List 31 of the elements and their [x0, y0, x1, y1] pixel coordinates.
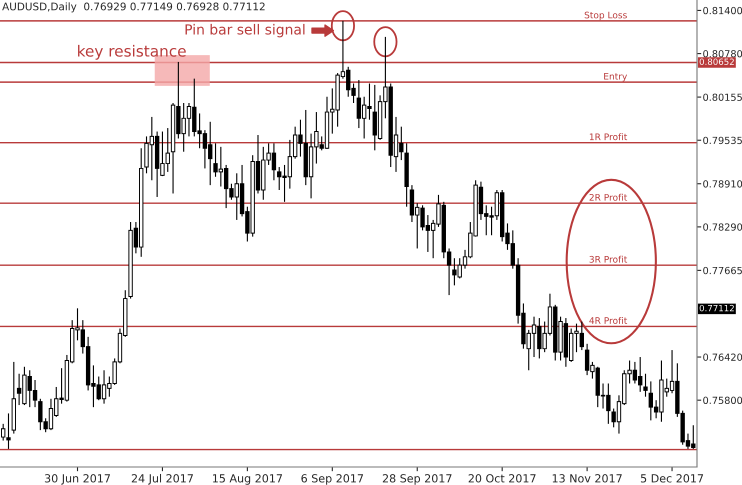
- y-tick-label: 0.78910: [703, 180, 742, 188]
- chart-title: AUDUSD,Daily 0.76929 0.77149 0.76928 0.77112: [2, 2, 265, 12]
- y-tick-label: 0.80780: [703, 50, 742, 58]
- y-tick-label: 0.76420: [703, 354, 742, 361]
- text: 0.77112: [700, 304, 734, 312]
- text: 0.80652: [700, 58, 734, 65]
- ref-line-label: 2R Profit: [590, 194, 628, 201]
- x-tick-label: 28 Sep 2017: [382, 474, 452, 485]
- y-tick-label: 0.78290: [703, 223, 742, 231]
- ref-line-label: 3R Profit: [590, 256, 628, 263]
- ref-line-label: key resistance: [78, 44, 186, 60]
- ref-line-label: Entry: [604, 72, 628, 82]
- x-tick-label: 15 Aug 2017: [213, 474, 282, 485]
- candlestick: [643, 373, 648, 398]
- annotation: Pin bar sell signal: [186, 24, 304, 38]
- x-tick-label: 6 Sep 2017: [301, 474, 364, 485]
- ref-line-label: 1R Profit: [590, 133, 628, 140]
- x-tick-label: 13 Nov 2017: [552, 474, 622, 483]
- x-tick-label: 5 Dec 2017: [640, 474, 704, 483]
- y-tick-label: 0.77665: [703, 266, 742, 274]
- y-tick-label: 0.75800: [703, 396, 742, 404]
- candlestick: [1, 423, 6, 442]
- x-tick-label: 20 Oct 2017: [468, 474, 536, 483]
- y-tick-label: 0.80155: [703, 94, 742, 101]
- ref-line-label: 4R Profit: [589, 316, 628, 324]
- candlestick: [6, 412, 11, 450]
- ref-line-label: Stop Loss: [584, 12, 627, 20]
- y-tick-label: 0.81400: [703, 6, 742, 14]
- x-tick-label: 30 Jun 2017: [44, 474, 110, 485]
- y-tick-label: 0.79535: [703, 136, 742, 144]
- x-tick-label: 24 Jul 2017: [132, 474, 193, 485]
